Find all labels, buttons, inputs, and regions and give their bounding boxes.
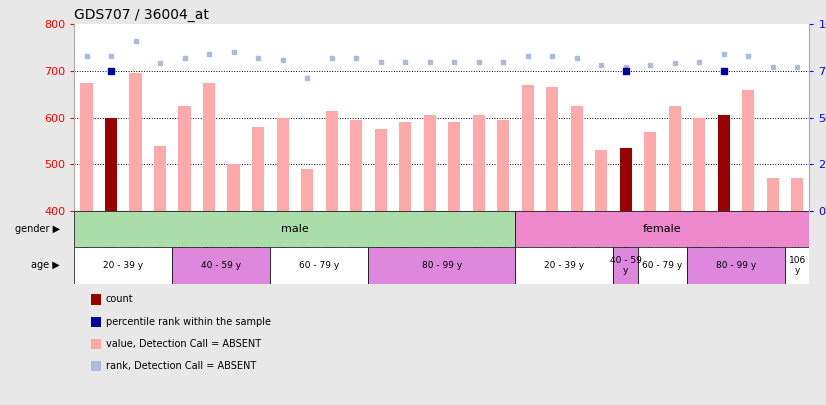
Text: 20 - 39 y: 20 - 39 y [544,261,585,270]
Bar [74,211,515,247]
Bar [350,120,363,211]
Bar [521,85,534,211]
Bar [620,148,632,211]
Bar [638,247,687,284]
Text: gender ▶: gender ▶ [15,224,59,234]
Bar [448,122,460,211]
Text: GDS707 / 36004_at: GDS707 / 36004_at [74,8,209,22]
Text: male: male [281,224,309,234]
Bar [687,247,785,284]
Bar [374,129,387,211]
Bar [105,117,117,211]
Text: 80 - 99 y: 80 - 99 y [716,261,756,270]
Bar [270,247,368,284]
Bar [424,115,436,211]
Bar [515,247,614,284]
Text: age ▶: age ▶ [31,260,59,271]
Text: 20 - 39 y: 20 - 39 y [103,261,144,270]
Bar [277,117,289,211]
Bar [595,150,607,211]
Bar [515,211,809,247]
Bar [497,120,510,211]
Bar [154,146,166,211]
Bar [227,164,240,211]
Bar [668,106,681,211]
Bar [80,83,93,211]
Bar [644,132,657,211]
Bar [173,247,270,284]
Text: 60 - 79 y: 60 - 79 y [643,261,682,270]
Text: female: female [643,224,681,234]
Bar [614,247,638,284]
Bar [785,247,809,284]
Bar [368,247,515,284]
Bar [742,90,754,211]
Text: 40 - 59
y: 40 - 59 y [610,256,642,275]
Text: rank, Detection Call = ABSENT: rank, Detection Call = ABSENT [106,361,256,371]
Text: 60 - 79 y: 60 - 79 y [299,261,339,270]
Bar [767,178,779,211]
Bar [718,115,730,211]
Bar [130,73,142,211]
Bar [399,122,411,211]
Bar [693,117,705,211]
Bar [74,247,173,284]
Text: 80 - 99 y: 80 - 99 y [422,261,462,270]
Text: count: count [106,294,133,305]
Text: value, Detection Call = ABSENT: value, Detection Call = ABSENT [106,339,261,349]
Bar [203,83,216,211]
Text: percentile rank within the sample: percentile rank within the sample [106,317,271,327]
Text: 40 - 59 y: 40 - 59 y [202,261,241,270]
Bar [571,106,583,211]
Bar [472,115,485,211]
Bar [252,127,264,211]
Text: 106
y: 106 y [789,256,806,275]
Bar [791,178,804,211]
Bar [325,111,338,211]
Bar [301,169,313,211]
Bar [546,87,558,211]
Bar [178,106,191,211]
